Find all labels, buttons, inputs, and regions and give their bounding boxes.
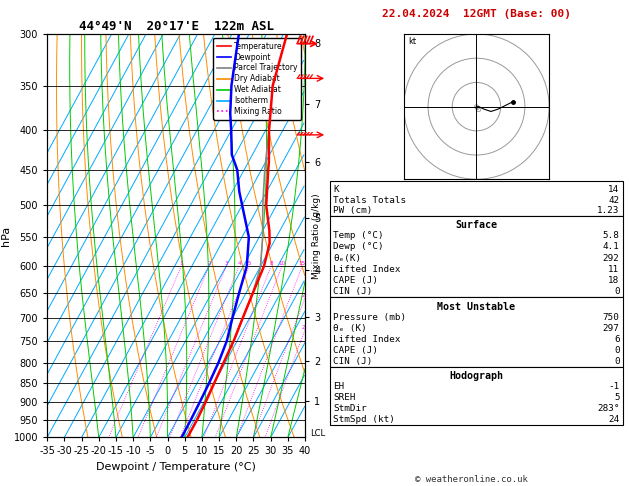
Text: K: K	[333, 185, 339, 194]
Text: 1.23: 1.23	[597, 206, 620, 215]
Text: 0: 0	[614, 357, 620, 366]
Text: 42: 42	[608, 195, 620, 205]
Text: 292: 292	[603, 254, 620, 262]
Text: Temp (°C): Temp (°C)	[333, 231, 384, 240]
Text: Dewp (°C): Dewp (°C)	[333, 243, 384, 251]
Text: 10: 10	[279, 261, 286, 266]
Text: -1: -1	[608, 382, 620, 391]
Text: 11: 11	[608, 265, 620, 274]
Text: Lifted Index: Lifted Index	[333, 335, 401, 344]
Text: 750: 750	[603, 312, 620, 322]
Text: Surface: Surface	[455, 220, 498, 230]
Text: θₑ (K): θₑ (K)	[333, 324, 367, 333]
Text: 18: 18	[608, 276, 620, 285]
Text: Totals Totals: Totals Totals	[333, 195, 406, 205]
Text: Hodograph: Hodograph	[450, 371, 503, 382]
Text: 5: 5	[614, 394, 620, 402]
Text: θₑ(K): θₑ(K)	[333, 254, 362, 262]
Text: 24: 24	[608, 416, 620, 424]
Text: CIN (J): CIN (J)	[333, 357, 373, 366]
Text: 5.8: 5.8	[603, 231, 620, 240]
Text: Pressure (mb): Pressure (mb)	[333, 312, 406, 322]
Title: 44°49'N  20°17'E  122m ASL: 44°49'N 20°17'E 122m ASL	[79, 20, 274, 33]
Text: 14: 14	[608, 185, 620, 194]
X-axis label: Dewpoint / Temperature (°C): Dewpoint / Temperature (°C)	[96, 462, 256, 472]
Text: StmSpd (kt): StmSpd (kt)	[333, 416, 395, 424]
Text: Lifted Index: Lifted Index	[333, 265, 401, 274]
Text: LCL: LCL	[310, 429, 325, 438]
Text: EH: EH	[333, 382, 345, 391]
Text: CIN (J): CIN (J)	[333, 287, 373, 296]
Text: CAPE (J): CAPE (J)	[333, 346, 379, 355]
Text: 20: 20	[301, 294, 308, 298]
Text: 8: 8	[269, 261, 273, 266]
Text: 0: 0	[614, 346, 620, 355]
Text: 283°: 283°	[597, 404, 620, 414]
Text: 1: 1	[179, 261, 183, 266]
Text: StmDir: StmDir	[333, 404, 367, 414]
Text: 3: 3	[225, 261, 228, 266]
Text: 22.04.2024  12GMT (Base: 00): 22.04.2024 12GMT (Base: 00)	[382, 9, 571, 19]
Text: SREH: SREH	[333, 394, 356, 402]
Y-axis label: km
ASL: km ASL	[337, 225, 355, 246]
Text: 6: 6	[614, 335, 620, 344]
Legend: Temperature, Dewpoint, Parcel Trajectory, Dry Adiabat, Wet Adiabat, Isotherm, Mi: Temperature, Dewpoint, Parcel Trajectory…	[213, 38, 301, 120]
Text: 2: 2	[208, 261, 211, 266]
Text: 5: 5	[247, 261, 251, 266]
Text: PW (cm): PW (cm)	[333, 206, 373, 215]
Text: kt: kt	[409, 37, 417, 46]
Text: 4: 4	[237, 261, 241, 266]
Text: 4.1: 4.1	[603, 243, 620, 251]
Text: CAPE (J): CAPE (J)	[333, 276, 379, 285]
Text: 15: 15	[299, 261, 306, 266]
Text: © weatheronline.co.uk: © weatheronline.co.uk	[415, 474, 528, 484]
Text: 0: 0	[614, 287, 620, 296]
Text: Most Unstable: Most Unstable	[437, 302, 516, 312]
Text: 297: 297	[603, 324, 620, 333]
Text: Mixing Ratio (g/kg): Mixing Ratio (g/kg)	[311, 193, 321, 278]
Y-axis label: hPa: hPa	[1, 226, 11, 246]
Text: 25: 25	[301, 325, 308, 330]
